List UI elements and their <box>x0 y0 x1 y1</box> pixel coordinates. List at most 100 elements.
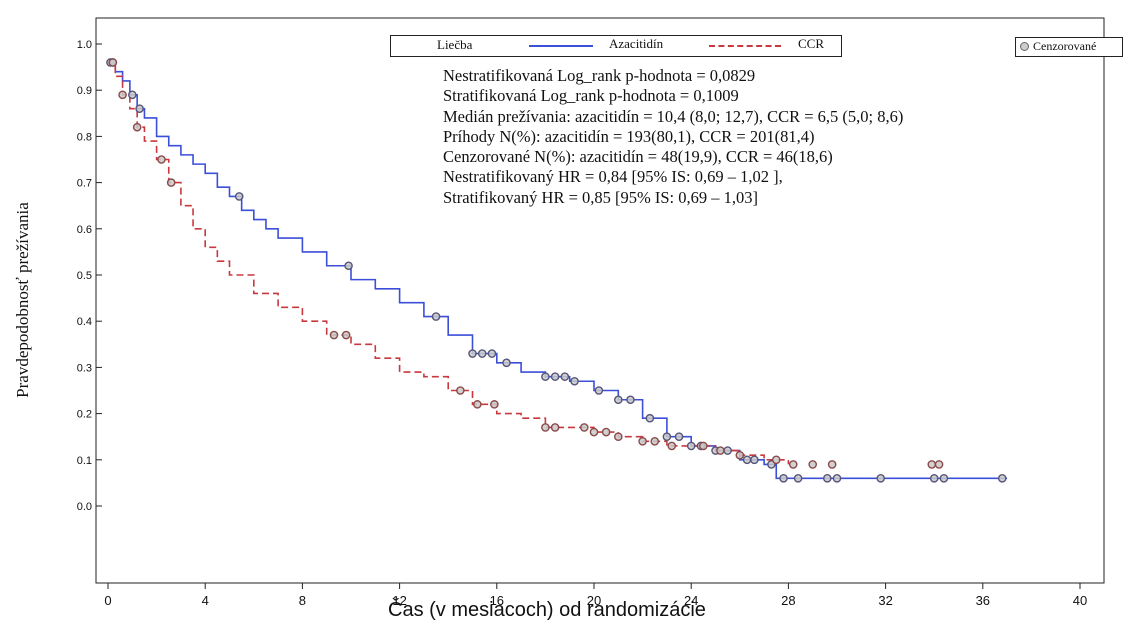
censored-legend-label: Cenzorované <box>1033 39 1097 53</box>
y-axis-label-wrap: Pravdepodobnosť prežívania <box>8 140 38 460</box>
y-tick-label-0: 0.0 <box>77 501 92 513</box>
y-tick-label-3: 0.3 <box>77 362 92 374</box>
censored-marker-azacitidín-31 <box>832 473 842 483</box>
x-tick-label-3: 12 <box>392 593 406 608</box>
censored-marker-azacitidín-2 <box>127 90 137 100</box>
legend-ccr-label: CCR <box>798 36 825 51</box>
y-tick-label-1: 0.1 <box>77 455 92 467</box>
censored-marker-ccr-1 <box>118 90 127 100</box>
censored-legend: Cenzorované <box>1015 37 1123 57</box>
y-tick-label-10: 1.0 <box>77 39 92 51</box>
annotation-median-survival: Medián prežívania: azacitidín = 10,4 (8,… <box>443 106 904 126</box>
censored-marker-azacitidín-11 <box>541 372 550 381</box>
censored-marker-ccr-7 <box>456 386 465 395</box>
legend: Liečba Azacitidín CCR <box>390 35 842 57</box>
y-tick-label-2: 0.2 <box>77 409 92 421</box>
censored-marker-ccr-5 <box>329 330 339 340</box>
censored-marker-ccr-16 <box>638 437 647 446</box>
censored-marker-ccr-14 <box>601 427 611 437</box>
y-tick-label-5: 0.5 <box>77 270 92 282</box>
censored-marker-azacitidín-28 <box>779 473 788 483</box>
censored-marker-azacitidín-24 <box>723 446 732 455</box>
censored-marker-azacitidín-26 <box>750 455 759 465</box>
censored-marker-azacitidín-29 <box>793 473 803 483</box>
censored-marker-ccr-22 <box>771 455 781 465</box>
x-tick-label-0: 0 <box>104 593 111 608</box>
censored-marker-ccr-17 <box>650 437 660 446</box>
legend-ccr-line <box>709 45 781 47</box>
censored-marker-azacitidín-15 <box>594 386 604 395</box>
censored-marker-azacitidín-19 <box>662 432 672 442</box>
legend-azacitidin-label: Azacitidín <box>609 36 664 51</box>
censored-marker-azacitidín-12 <box>550 372 560 381</box>
censored-marker-azacitidín-10 <box>502 358 511 368</box>
censored-marker-ccr-6 <box>341 330 351 340</box>
x-axis-label: Čas (v mesiacoch) od randomizácie <box>388 599 706 621</box>
censored-marker-azacitidín-16 <box>614 395 623 405</box>
censored-marker-ccr-13 <box>589 427 599 437</box>
censored-marker-azacitidín-8 <box>477 349 487 358</box>
legend-title: Liečba <box>437 37 473 52</box>
censored-marker-azacitidín-9 <box>487 349 497 358</box>
annotation-stratified-hr: Stratifikovaný HR = 0,85 [95% IS: 0,69 –… <box>443 187 758 207</box>
censored-marker-azacitidín-18 <box>645 413 655 423</box>
censored-marker-ccr-20 <box>716 446 725 455</box>
censored-marker-azacitidín-4 <box>234 192 244 201</box>
x-tick-label-5: 20 <box>587 593 601 608</box>
censored-marker-ccr-8 <box>473 400 482 409</box>
censored-marker-azacitidín-32 <box>876 473 886 483</box>
censored-marker-ccr-27 <box>934 460 944 469</box>
x-tick-label-6: 24 <box>684 593 698 608</box>
censored-marker-ccr-18 <box>667 441 677 451</box>
censored-marker-azacitidín-34 <box>939 473 949 483</box>
stats-annotations: Nestratifikovaná Log_rank p-hodnota = 0,… <box>443 66 903 208</box>
annotation-unstratified-hr: Nestratifikovaný HR = 0,84 [95% IS: 0,69… <box>443 167 783 187</box>
censored-marker-azacitidín-35 <box>997 473 1007 483</box>
censored-marker-azacitidín-3 <box>135 104 144 113</box>
censored-marker-ccr-19 <box>699 441 708 451</box>
censored-marker-ccr-15 <box>614 432 623 442</box>
x-tick-label-2: 8 <box>299 593 306 608</box>
censored-marker-ccr-12 <box>579 423 589 432</box>
y-tick-label-9: 0.9 <box>77 85 92 97</box>
censored-marker-ccr-10 <box>541 423 550 432</box>
y-tick-label-6: 0.6 <box>77 224 92 236</box>
censored-marker-ccr-24 <box>808 460 818 469</box>
x-tick-label-10: 40 <box>1073 593 1087 608</box>
censored-marker-ccr-26 <box>927 460 937 469</box>
censored-marker-azacitidín-30 <box>822 473 832 483</box>
annotation-unstratified-logrank: Nestratifikovaná Log_rank p-hodnota = 0,… <box>443 66 756 85</box>
censored-marker-azacitidín-7 <box>468 349 477 358</box>
censored-marker-ccr-11 <box>550 423 560 432</box>
censored-marker-azacitidín-5 <box>344 261 353 271</box>
censored-marker-azacitidín-25 <box>742 455 752 465</box>
x-tick-label-8: 32 <box>878 593 892 608</box>
censored-marker-ccr-9 <box>490 400 499 409</box>
censored-marker-ccr-21 <box>735 450 745 460</box>
annotation-events: Príhody N(%): azacitidín = 193(80,1), CC… <box>443 126 815 146</box>
censored-marker-azacitidín-33 <box>929 473 939 483</box>
censored-marker-azacitidín-6 <box>431 312 441 321</box>
censored-marker-azacitidín-14 <box>570 376 579 386</box>
x-tick-label-4: 16 <box>490 593 504 608</box>
censored-marker-ccr-25 <box>827 460 837 469</box>
y-tick-label-7: 0.7 <box>77 178 92 190</box>
censored-marker-ccr-0 <box>108 58 118 67</box>
y-tick-label-4: 0.4 <box>77 316 92 328</box>
plot-frame <box>95 17 1105 584</box>
censored-marker-icon <box>1020 42 1029 51</box>
x-tick-label-7: 28 <box>781 593 795 608</box>
x-tick-label-1: 4 <box>202 593 209 608</box>
series-line-ccr <box>108 61 790 465</box>
annotation-stratified-logrank: Stratifikovaná Log_rank p-hodnota = 0,10… <box>443 86 739 106</box>
annotation-censored: Cenzorované N(%): azacitidín = 48(19,9),… <box>443 147 833 167</box>
censored-marker-azacitidín-13 <box>560 372 570 381</box>
censored-marker-ccr-4 <box>166 178 176 187</box>
censored-marker-azacitidín-21 <box>686 441 696 451</box>
censored-marker-ccr-3 <box>157 155 166 164</box>
y-axis-label: Pravdepodobnosť prežívania <box>13 202 32 398</box>
y-tick-label-8: 0.8 <box>77 131 92 143</box>
x-tick-label-9: 36 <box>976 593 990 608</box>
